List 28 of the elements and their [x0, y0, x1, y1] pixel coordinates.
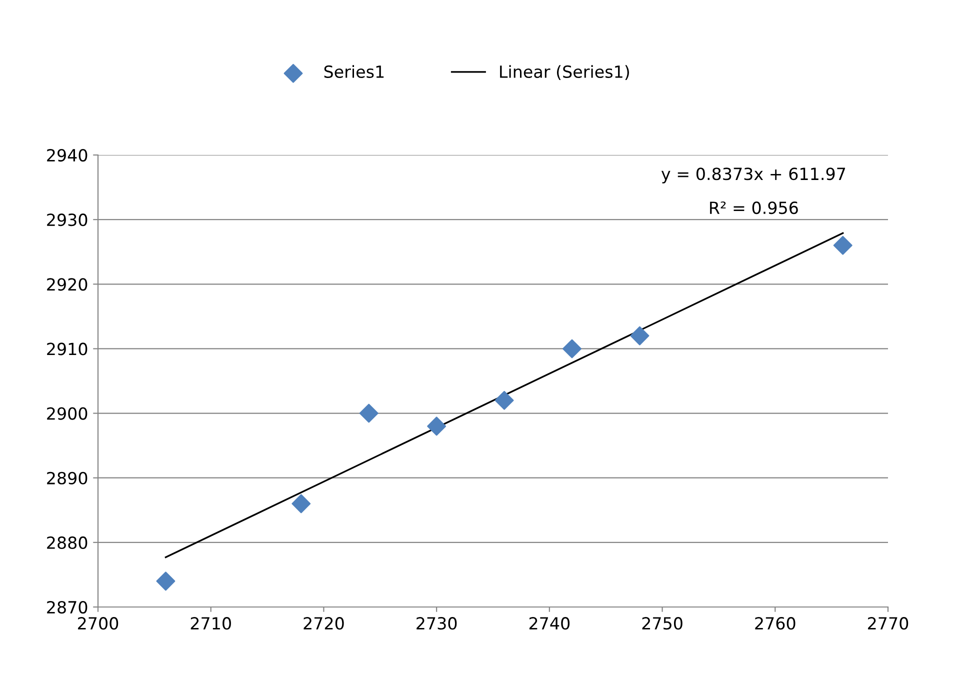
x-tick-label: 2730 [416, 617, 457, 630]
x-tick-label: 2700 [78, 617, 118, 630]
y-tick-label: 2870 [47, 600, 88, 614]
y-tick-label: 2940 [47, 148, 88, 162]
y-tick-label: 2920 [47, 278, 88, 291]
legend-label: Linear (Series1) [500, 65, 629, 80]
point [156, 572, 176, 591]
x-tick-label: 2710 [190, 617, 231, 630]
y-tick-label: 2930 [47, 214, 88, 226]
point [359, 404, 378, 423]
x-tick-label: 2750 [642, 617, 682, 630]
y-tick-label: 2890 [47, 472, 88, 484]
y-tick-label: 2910 [47, 342, 88, 356]
y-tick-label: 2880 [47, 536, 88, 549]
point [292, 494, 311, 514]
annotation: R² = 0.956 [710, 201, 798, 214]
point [562, 339, 582, 358]
point [630, 326, 650, 346]
x-tick-label: 2740 [529, 617, 570, 630]
point [833, 236, 852, 255]
legend-label: Series1 [324, 65, 384, 78]
x-tick-label: 2720 [304, 617, 344, 630]
y-tick-label: 2900 [47, 407, 88, 420]
x-tick-label: 2760 [755, 617, 796, 630]
point [427, 416, 446, 436]
annotation: y = 0.8373x + 611.97 [661, 168, 846, 184]
point [494, 390, 514, 410]
x-tick-label: 2770 [868, 617, 908, 630]
